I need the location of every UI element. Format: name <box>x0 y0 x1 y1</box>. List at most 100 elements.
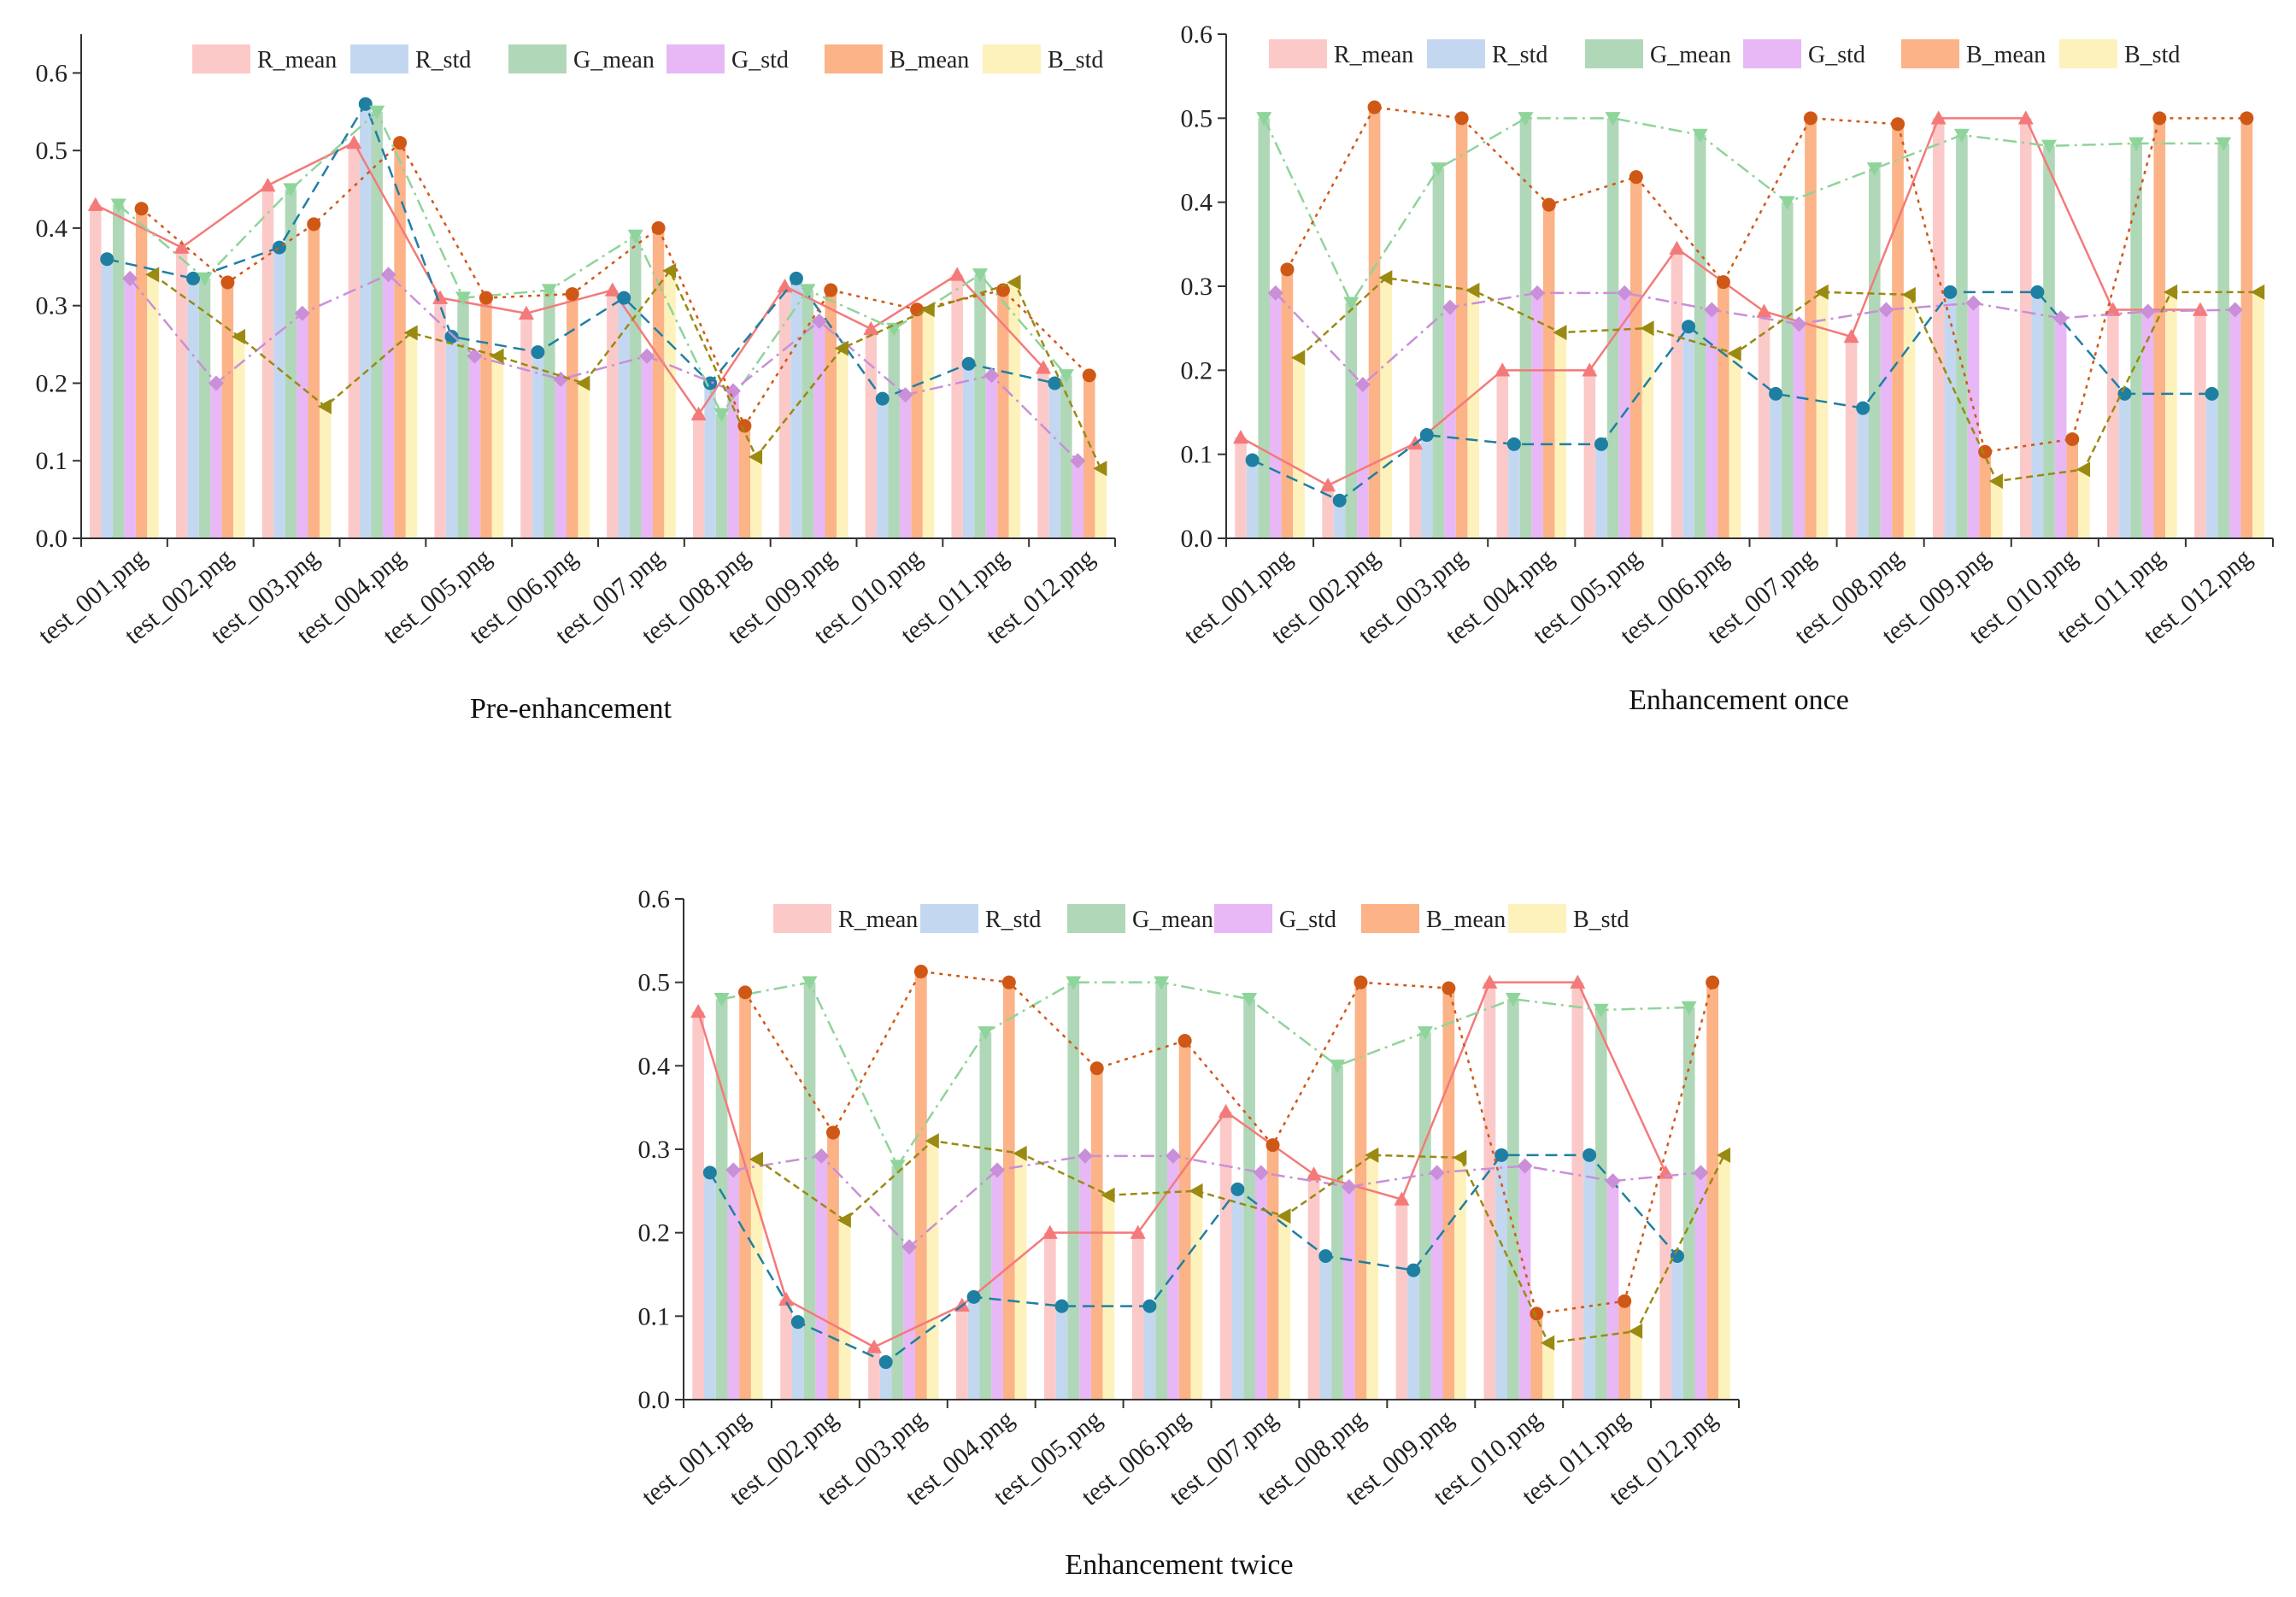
line-R_std <box>1252 291 2212 502</box>
marker-R_mean-10 <box>2017 110 2034 125</box>
bar-R_std-2 <box>1333 500 1346 538</box>
bar-B_mean-9 <box>825 290 837 538</box>
bar-R_mean-12 <box>2194 309 2206 538</box>
y-tick-label: 0.4 <box>1181 189 1213 217</box>
marker-G_std-4 <box>380 267 396 283</box>
chart-title: Enhancement twice <box>1065 1549 1293 1581</box>
bar-G_mean-6 <box>543 290 555 538</box>
bar-G_std-9 <box>1967 302 1980 538</box>
chart-panel-1: 0.00.10.20.30.40.50.6test_001.pngtest_00… <box>33 34 1116 725</box>
bar-B_mean-5 <box>480 297 492 538</box>
marker-B_mean-2 <box>1367 100 1382 114</box>
marker-B_mean-3 <box>913 964 928 978</box>
marker-G_std-10 <box>2052 310 2069 326</box>
marker-B_mean-8 <box>737 419 752 433</box>
marker-G_std-7 <box>1791 316 1807 332</box>
legend-swatch-B_mean <box>1361 904 1419 933</box>
legend-label-G_mean: G_mean <box>1650 42 1731 68</box>
marker-G_mean-6 <box>1154 976 1170 990</box>
bar-B_std-5 <box>491 355 504 538</box>
bar-B_std-11 <box>1630 1330 1642 1400</box>
bar-G_std-11 <box>985 375 998 538</box>
bar-B_mean-10 <box>2066 438 2079 538</box>
marker-B_std-6 <box>576 375 590 391</box>
bar-B_std-10 <box>2078 469 2090 538</box>
marker-G_std-5 <box>1617 285 1633 301</box>
legend-label-B_mean: B_mean <box>1966 42 2046 68</box>
line-B_mean <box>743 970 1714 1315</box>
bar-B_std-10 <box>1542 1342 1554 1400</box>
marker-G_std-4 <box>1530 285 1546 301</box>
marker-R_std-2 <box>186 271 201 285</box>
bar-G_std-9 <box>1430 1172 1443 1400</box>
bar-B_std-11 <box>2165 291 2177 538</box>
marker-R_std-12 <box>2205 386 2219 401</box>
legend-label-B_std: B_std <box>1573 907 1629 933</box>
marker-B_mean-1 <box>738 985 753 1000</box>
bar-G_std-5 <box>468 355 481 538</box>
marker-R_mean-3 <box>260 178 276 192</box>
bar-G_mean-3 <box>891 1165 904 1400</box>
legend-swatch-G_mean <box>1585 39 1643 68</box>
marker-R_mean-9 <box>1930 110 1947 125</box>
bar-G_mean-2 <box>1345 302 1358 538</box>
marker-B_std-12 <box>1093 461 1107 477</box>
y-tick-label: 0.1 <box>638 1302 671 1330</box>
marker-R_std-5 <box>444 330 459 343</box>
marker-G_mean-4 <box>1518 112 1534 126</box>
marker-G_std-1 <box>725 1162 742 1178</box>
marker-B_mean-2 <box>220 275 235 290</box>
line-B_mean <box>1286 106 2247 454</box>
marker-G_mean-12 <box>1681 1001 1697 1015</box>
bar-G_mean-1 <box>112 204 125 538</box>
marker-G_std-3 <box>901 1239 918 1255</box>
bar-B_mean-8 <box>1354 982 1367 1400</box>
marker-R_std-10 <box>2030 285 2045 299</box>
bar-B_mean-5 <box>1630 177 1642 538</box>
bar-R_std-10 <box>2031 291 2044 538</box>
marker-G_std-7 <box>639 348 655 364</box>
bar-R_mean-7 <box>607 290 619 538</box>
y-tick-label: 0.2 <box>638 1219 671 1248</box>
bar-G_mean-10 <box>1506 999 1519 1400</box>
marker-G_mean-3 <box>890 1160 906 1174</box>
marker-R_mean-2 <box>173 239 190 254</box>
marker-G_mean-11 <box>972 268 989 283</box>
bar-B_std-5 <box>1102 1195 1115 1400</box>
bar-B_mean-12 <box>2240 118 2253 539</box>
chart-title: Pre-enhancement <box>470 693 672 725</box>
marker-G_std-2 <box>813 1148 830 1164</box>
legend-label-B_mean: B_mean <box>1426 907 1506 933</box>
legend-label-B_std: B_std <box>1048 47 1103 73</box>
marker-R_mean-8 <box>1843 329 1859 343</box>
marker-R_mean-8 <box>690 406 707 420</box>
marker-R_mean-1 <box>87 197 103 211</box>
bar-B_std-8 <box>750 456 762 538</box>
bar-G_mean-4 <box>979 1032 992 1400</box>
bar-R_mean-6 <box>1131 1232 1144 1400</box>
bar-G_mean-3 <box>1432 168 1445 539</box>
marker-G_mean-5 <box>1605 112 1621 126</box>
bar-G_mean-4 <box>371 111 383 538</box>
bar-R_mean-10 <box>1483 982 1496 1400</box>
marker-G_mean-9 <box>800 284 816 298</box>
bar-R_mean-12 <box>1659 1172 1672 1400</box>
marker-G_mean-8 <box>713 408 730 422</box>
marker-G_std-11 <box>2140 303 2156 320</box>
bar-G_std-1 <box>124 278 136 538</box>
bar-B_mean-6 <box>1718 282 1729 538</box>
marker-B_std-3 <box>1465 282 1480 298</box>
marker-G_mean-9 <box>1417 1026 1433 1041</box>
bar-R_std-10 <box>1495 1154 1507 1400</box>
bar-G_std-4 <box>382 274 395 538</box>
marker-G_std-9 <box>811 313 827 329</box>
marker-R_mean-4 <box>346 135 362 150</box>
bar-R_std-9 <box>1407 1270 1420 1400</box>
bar-R_mean-10 <box>865 328 878 538</box>
bar-B_std-3 <box>926 1141 939 1400</box>
legend-label-R_std: R_std <box>985 907 1041 933</box>
marker-R_std-10 <box>875 391 890 406</box>
marker-B_std-11 <box>2163 284 2178 300</box>
bar-B_mean-2 <box>1368 107 1381 539</box>
bar-B_std-11 <box>1008 282 1021 538</box>
